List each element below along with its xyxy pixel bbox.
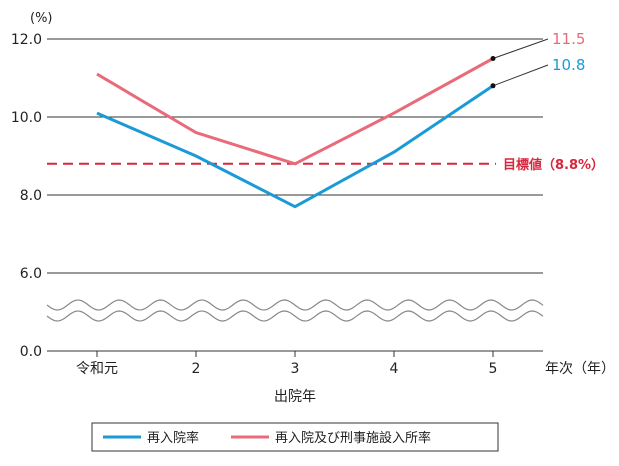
x-tick-label: 5: [489, 361, 498, 377]
x-tick-label: 3: [291, 361, 300, 377]
x-tick-label: 2: [192, 361, 201, 377]
end-label-leader: [492, 64, 549, 87]
series-end-value-1: 11.5: [552, 30, 585, 48]
end-label-leader: [492, 38, 549, 59]
x-tick-label: 4: [390, 361, 399, 377]
legend-label-readmission-and-prison: 再入院及び刑事施設入所率: [275, 430, 431, 446]
series-end-value-0: 10.8: [552, 56, 585, 74]
y-tick-label: 6.0: [20, 266, 42, 282]
y-axis-unit: (%): [30, 11, 53, 26]
x-tick-label: 令和元: [76, 361, 118, 377]
legend: 再入院率 再入院及び刑事施設入所率: [91, 422, 499, 452]
axis-break-wave-top: [46, 299, 544, 311]
y-tick-label: 10.0: [11, 110, 42, 126]
y-tick-label: 12.0: [11, 32, 42, 48]
legend-label-readmission: 再入院率: [147, 430, 199, 446]
x-axis-suffix: 年次（年）: [545, 361, 615, 377]
series-line-1: [96, 57, 494, 166]
series-line-0: [96, 84, 494, 209]
y-tick-label: 0.0: [20, 344, 42, 360]
y-tick-label: 8.0: [20, 188, 42, 204]
axis-break-wave-bottom: [46, 310, 544, 322]
x-axis-title: 出院年: [274, 389, 316, 405]
axis-break-band: [46, 297, 544, 325]
end-point-marker: [490, 83, 496, 89]
target-label: 目標値（8.8%）: [503, 157, 604, 173]
end-point-marker: [490, 56, 496, 61]
